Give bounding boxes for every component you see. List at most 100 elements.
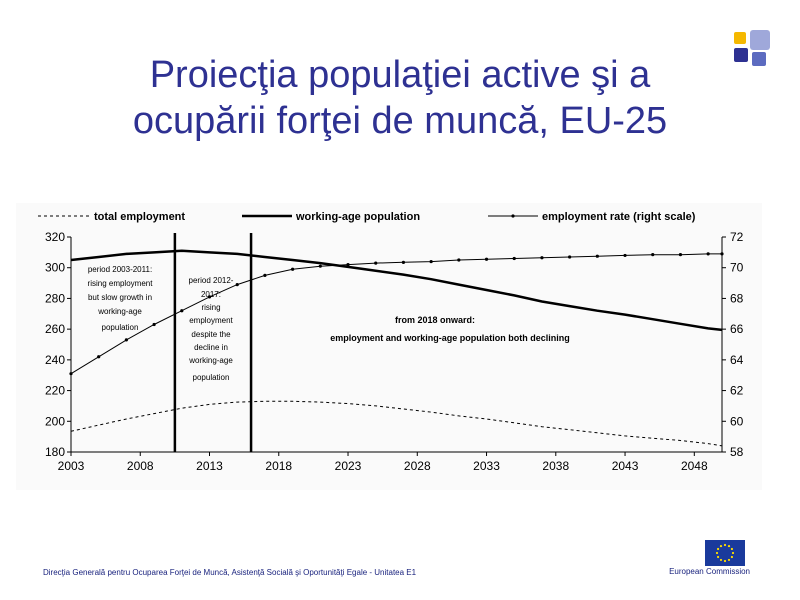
series-point	[623, 253, 627, 258]
y-left-tick-label: 320	[45, 230, 65, 244]
footer-org: European Commission	[669, 567, 750, 576]
y-right-tick-label: 66	[730, 322, 744, 336]
eu-star	[727, 544, 731, 548]
y-right-tick-label: 70	[730, 261, 744, 275]
series-point	[457, 258, 461, 262]
eu-flag-icon	[705, 540, 745, 566]
annotation-p2-line-8: population	[193, 373, 230, 382]
y-right-tick-label: 64	[730, 353, 744, 367]
series-point	[180, 309, 184, 313]
eu-star	[723, 543, 727, 547]
annotation-p1-line-1: period 2003-2011:	[88, 265, 152, 274]
chart-panel: total employment working-age population …	[16, 203, 762, 490]
series-point	[374, 261, 378, 265]
annotation-p1-line-2: rising employment	[88, 279, 154, 288]
annotation-p2-line-3: rising	[201, 303, 220, 312]
series-point	[346, 263, 350, 267]
series-point	[484, 257, 489, 261]
series-point	[651, 253, 655, 257]
annotation-p1-line-5: population	[102, 323, 139, 332]
annotation-p2-line-7: working-age	[188, 356, 233, 365]
slide-title: Proiecţia populaţiei active şi a ocupări…	[60, 52, 740, 144]
eu-star	[715, 551, 719, 555]
legend-label-total-employment: total employment	[94, 211, 185, 223]
y-left-ticks: 180 200 220 240 260 280 300 320	[45, 230, 71, 459]
annotation-p2-line-2: 2017:	[201, 290, 221, 299]
series-point	[401, 260, 406, 264]
x-tick-label: 2028	[404, 459, 431, 473]
y-left-tick-label: 260	[45, 322, 65, 336]
series-point	[235, 283, 239, 287]
series-point	[124, 338, 129, 342]
y-right-tick-label: 58	[730, 445, 744, 459]
y-left-tick-label: 300	[45, 261, 65, 275]
series-point	[318, 264, 322, 268]
x-tick-label: 2033	[473, 459, 500, 473]
x-tick-label: 2018	[265, 459, 292, 473]
legend-label-employment-rate: employment rate (right scale)	[542, 211, 696, 223]
series-line-0	[70, 400, 723, 447]
eu-star	[730, 555, 734, 559]
eu-star	[730, 547, 734, 551]
y-right-tick-label: 62	[730, 384, 744, 398]
series-point	[429, 259, 433, 264]
logo-square-navy	[734, 48, 748, 62]
y-left-tick-label: 180	[45, 445, 65, 459]
period-lines	[173, 233, 253, 452]
annotation-p1-line-4: working-age	[97, 307, 142, 316]
y-right-tick-label: 60	[730, 414, 744, 428]
series-group	[69, 249, 724, 447]
eu-star	[719, 544, 723, 548]
annotation-p2-line-1: period 2012-	[189, 276, 234, 285]
annotation-onward: from 2018 onward: employment and working…	[330, 315, 570, 343]
title-line-1: Proiecţia populaţiei active şi a	[149, 54, 651, 96]
y-left-tick-label: 200	[45, 414, 65, 428]
logo-icon	[732, 30, 772, 70]
annotation-period-2: period 2012- 2017: rising employment des…	[188, 276, 234, 382]
series-point	[595, 254, 599, 258]
annotation-p1-line-3: but slow growth in	[88, 293, 152, 302]
y-right-tick-label: 68	[730, 291, 744, 305]
x-tick-label: 2013	[196, 459, 223, 473]
footer-department: Direcţia Generală pentru Ocuparea Forţei…	[43, 568, 417, 577]
series-point	[97, 355, 101, 359]
series-point	[263, 273, 267, 277]
y-left-tick-label: 280	[45, 291, 65, 305]
logo-square-lavender	[750, 30, 770, 50]
eu-star	[716, 555, 720, 559]
y-left-tick-label: 240	[45, 353, 65, 367]
annotation-p2-line-5: despite the	[191, 330, 231, 339]
annotation-period-1: period 2003-2011: rising employment but …	[88, 265, 154, 332]
y-right-ticks: 58 60 62 64 66 68 70 72	[722, 230, 744, 459]
series-point	[706, 252, 710, 256]
logo-square-blue	[752, 52, 766, 66]
annotation-p2-line-4: employment	[189, 316, 233, 325]
series-point	[678, 253, 683, 257]
series-point	[568, 255, 572, 259]
x-tick-label: 2023	[335, 459, 362, 473]
x-tick-label: 2008	[127, 459, 154, 473]
eu-star	[723, 559, 727, 563]
series-point	[540, 256, 544, 260]
y-right-tick-label: 72	[730, 230, 744, 244]
logo-square-yellow	[734, 32, 746, 44]
series-point	[69, 372, 73, 376]
series-line-1	[70, 249, 723, 332]
series-point	[207, 295, 212, 299]
x-tick-label: 2048	[681, 459, 708, 473]
legend: total employment working-age population …	[38, 211, 696, 223]
y-left-tick-label: 220	[45, 384, 65, 398]
eu-star	[727, 558, 731, 562]
x-ticks: 2003 2008 2013 2018 2023 2028 2033 2038 2043 2048	[58, 452, 708, 473]
title-line-2: ocupării forţei de muncă, EU-25	[132, 100, 668, 142]
eu-flag-stars	[715, 543, 735, 563]
x-tick-label: 2038	[542, 459, 569, 473]
x-tick-label: 2003	[58, 459, 85, 473]
legend-label-working-age-population: working-age population	[295, 211, 420, 223]
x-tick-label: 2043	[612, 459, 639, 473]
annotation-onward-line-1: from 2018 onward:	[395, 315, 475, 325]
annotation-onward-line-2: employment and working-age population bo…	[330, 333, 570, 343]
eu-star	[716, 547, 720, 551]
eu-star	[719, 558, 723, 562]
series-point	[291, 267, 295, 271]
